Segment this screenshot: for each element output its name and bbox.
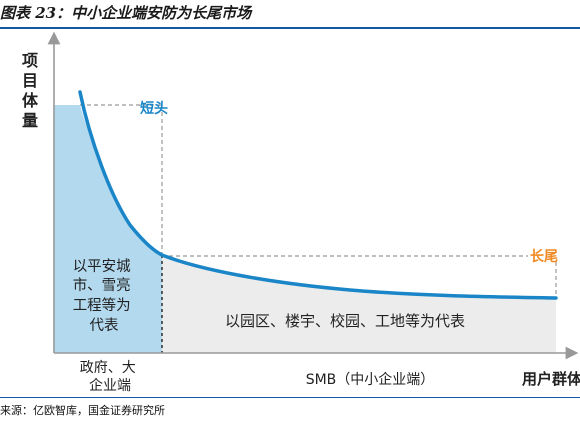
- head-region-fill: [54, 105, 162, 353]
- tail-region-fill: [162, 255, 556, 353]
- source-rule: [0, 397, 580, 398]
- figure-title: 图表 23：中小企业端安防为长尾市场: [0, 4, 252, 22]
- source-note: 来源：亿欧智库，国金证券研究所: [0, 404, 165, 417]
- tail-label: 长尾: [530, 248, 558, 265]
- left-region-text: 以平安城 市、雪亮 工程等为 代表: [73, 258, 136, 334]
- y-axis-label: 项 目 体 量: [22, 51, 44, 130]
- title-underline: [0, 27, 580, 29]
- left-category-label: 政府、大 企业端: [80, 360, 140, 394]
- right-category-label: SMB（中小企业端）: [306, 371, 435, 388]
- long-tail-curve: [78, 90, 558, 300]
- right-region-text: 以园区、楼宇、校园、工地等为代表: [225, 312, 465, 330]
- head-label: 短头: [140, 100, 168, 117]
- x-axis-label: 用户群体: [522, 370, 580, 388]
